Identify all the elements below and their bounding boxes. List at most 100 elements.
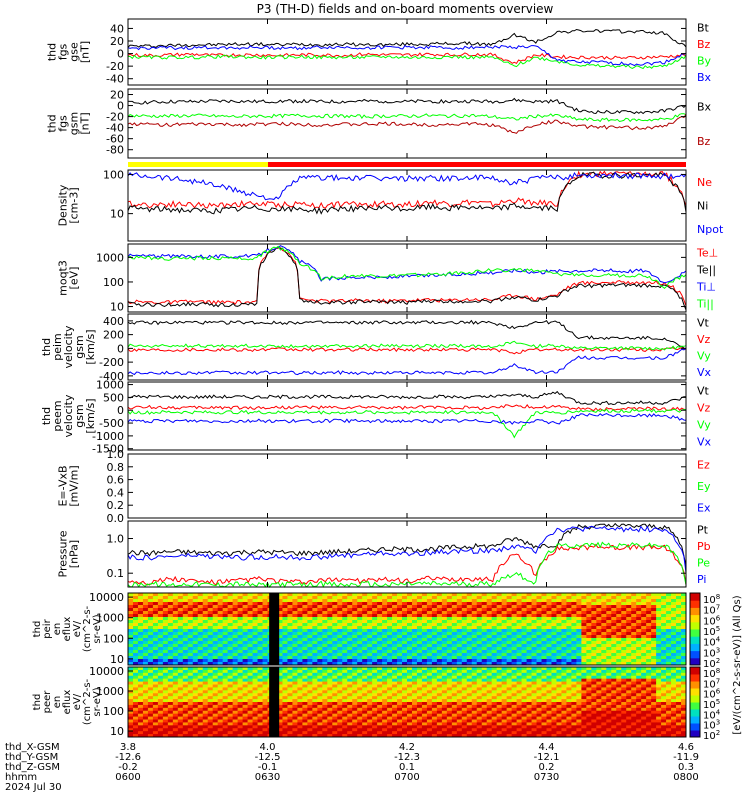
spectrogram-cell	[203, 647, 208, 651]
spectrogram-cell	[178, 638, 183, 642]
spectrogram-cell	[472, 617, 477, 621]
spectrogram-cell	[223, 650, 228, 654]
spectrogram-cell	[292, 676, 297, 679]
spectrogram-cell	[601, 596, 606, 600]
spectrogram-cell	[556, 605, 561, 609]
spectrogram-cell	[302, 702, 307, 705]
spectrogram-cell	[387, 626, 392, 630]
spectrogram-cell	[427, 596, 432, 600]
spectrogram-cell	[586, 599, 591, 603]
spectrogram-cell	[233, 623, 238, 627]
spectrogram-cell	[417, 629, 422, 633]
spectrogram-cell	[626, 714, 631, 717]
spectrogram-cell	[611, 693, 616, 696]
spectrogram-cell	[651, 705, 656, 708]
spectrogram-cell	[407, 626, 412, 630]
spectrogram-cell	[542, 705, 547, 708]
spectrogram-cell	[651, 696, 656, 699]
spectrogram-cell	[287, 620, 292, 624]
spectrogram-cell	[407, 608, 412, 612]
spectrogram-cell	[551, 714, 556, 717]
spectrogram-cell	[213, 647, 218, 651]
spectrogram-cell	[666, 596, 671, 600]
spectrogram-cell	[561, 611, 566, 615]
spectrogram-cell	[437, 599, 442, 603]
spectrogram-cell	[641, 670, 646, 673]
spectrogram-cell	[332, 593, 337, 597]
spectrogram-cell	[591, 702, 596, 705]
spectrogram-cell	[258, 623, 263, 627]
spectrogram-cell	[447, 623, 452, 627]
spectrogram-cell	[322, 638, 327, 642]
spectrogram-cell	[412, 702, 417, 705]
spectrogram-cell	[621, 638, 626, 642]
spectrogram-cell	[472, 705, 477, 708]
spectrogram-cell	[238, 620, 243, 624]
spectrogram-cell	[362, 647, 367, 651]
spectrogram-cell	[307, 608, 312, 612]
spectrogram-cell	[621, 629, 626, 633]
spectrogram-cell	[641, 602, 646, 606]
spectrogram-cell	[517, 632, 522, 636]
spectrogram-cell	[168, 611, 173, 615]
spectrogram-cell	[138, 682, 143, 685]
y-tick-label: 500	[103, 391, 124, 404]
spectrogram-cell	[178, 685, 183, 688]
spectrogram-cell	[487, 711, 492, 714]
spectrogram-cell	[193, 693, 198, 696]
spectrogram-cell	[233, 653, 238, 657]
spectrogram-cell	[566, 685, 571, 688]
spectrogram-cell	[362, 593, 367, 597]
spectrogram-cell	[397, 656, 402, 660]
spectrogram-cell	[661, 608, 666, 612]
spectrogram-cell	[676, 714, 681, 717]
spectrogram-cell	[302, 599, 307, 603]
spectrogram-cell	[646, 690, 651, 693]
spectrogram-cell	[636, 708, 641, 711]
spectrogram-cell	[198, 647, 203, 651]
spectrogram-cell	[671, 653, 676, 657]
spectrogram-cell	[601, 605, 606, 609]
spectrogram-cell	[676, 679, 681, 682]
spectrogram-cell	[392, 714, 397, 717]
spectrogram-cell	[357, 714, 362, 717]
spectrogram-cell	[362, 638, 367, 642]
spectrogram-cell	[492, 611, 497, 615]
spectrogram-cell	[347, 676, 352, 679]
spectrogram-cell	[477, 647, 482, 651]
spectrogram-cell	[427, 685, 432, 688]
spectrogram-cell	[527, 659, 532, 663]
spectrogram-cell	[282, 623, 287, 627]
spectrogram-cell	[148, 614, 153, 618]
spectrogram-cell	[253, 647, 258, 651]
spectrogram-cell	[158, 682, 163, 685]
spectrogram-cell	[651, 693, 656, 696]
spectrogram-cell	[472, 599, 477, 603]
spectrogram-cell	[337, 690, 342, 693]
spectrogram-cell	[566, 611, 571, 615]
spectrogram-cell	[576, 644, 581, 648]
spectrogram-cell	[347, 699, 352, 702]
spectrogram-cell	[352, 626, 357, 630]
spectrogram-cell	[397, 608, 402, 612]
spectrogram-cell	[482, 702, 487, 705]
spectrogram-cell	[238, 638, 243, 642]
spectrogram-cell	[512, 614, 517, 618]
spectrogram-cell	[128, 641, 133, 645]
spectrogram-cell	[198, 611, 203, 615]
spectrogram-cell	[163, 644, 168, 648]
spectrogram-cell	[362, 699, 367, 702]
spectrogram-cell	[168, 676, 173, 679]
spectrogram-cell	[537, 644, 542, 648]
spectrogram-cell	[193, 599, 198, 603]
spectrogram-cell	[302, 602, 307, 606]
spectrogram-cell	[472, 593, 477, 597]
spectrogram-cell	[626, 614, 631, 618]
spectrogram-cell	[302, 614, 307, 618]
spectrogram-cell	[407, 673, 412, 676]
spectrogram-cell	[233, 702, 238, 705]
spectrogram-cell	[223, 614, 228, 618]
spectrogram-cell	[576, 708, 581, 711]
spectrogram-cell	[666, 614, 671, 618]
spectrogram-cell	[447, 667, 452, 670]
